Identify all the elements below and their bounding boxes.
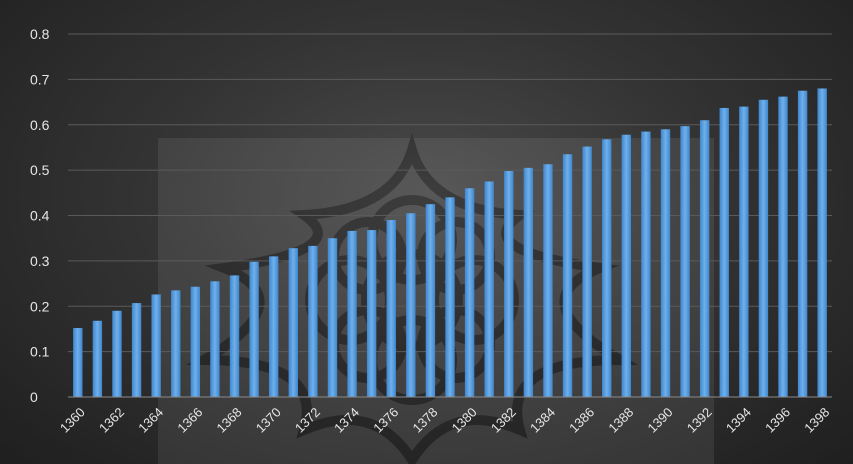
x-tick-label: 1362 (96, 405, 127, 436)
bar-1385 (562, 154, 573, 397)
bar-1393 (719, 107, 729, 398)
y-tick-label: 0.4 (30, 208, 50, 224)
y-tick-label: 0.5 (30, 162, 50, 178)
bar-1372 (308, 245, 318, 397)
y-tick-label: 0.6 (30, 117, 50, 133)
bar-1398 (817, 88, 827, 397)
bar-1373 (327, 238, 338, 397)
bar-1384 (543, 164, 553, 397)
x-tick-label: 1398 (801, 405, 832, 436)
bar-1371 (288, 248, 298, 397)
bar-1389 (641, 131, 651, 397)
bar-1364 (151, 294, 161, 397)
bar-1375 (366, 230, 377, 397)
bar-1396 (778, 96, 788, 398)
y-tick-label: 0.2 (30, 298, 50, 314)
x-tick-label: 1396 (762, 405, 793, 436)
bar-1395 (758, 99, 769, 397)
y-tick-label: 0.3 (30, 253, 50, 269)
bars (73, 88, 827, 398)
bar-1365 (171, 290, 181, 397)
bar-1367 (210, 281, 220, 397)
bar-1360 (73, 328, 83, 397)
bar-1366 (190, 286, 201, 397)
bar-1362 (112, 310, 122, 397)
y-axis-ticks: 0 0.1 0.2 0.3 0.4 0.5 0.6 0.7 0.8 (30, 26, 50, 405)
y-tick-label: 0.8 (30, 26, 50, 42)
bar-1380 (464, 188, 475, 397)
bar-1391 (680, 126, 690, 397)
bar-1363 (131, 303, 142, 397)
bar-1370 (268, 256, 279, 397)
bar-1394 (739, 106, 749, 397)
x-tick-label: 1394 (723, 405, 754, 436)
bar-1382 (504, 171, 514, 397)
bar-1361 (92, 320, 103, 397)
bar-1369 (249, 261, 259, 397)
bar-1387 (602, 139, 612, 397)
x-tick-label: 1360 (57, 405, 88, 436)
bar-1388 (621, 134, 632, 398)
y-tick-label: 0 (30, 389, 38, 405)
bar-1383 (523, 167, 534, 397)
bar-1377 (406, 213, 416, 397)
bar-1381 (484, 181, 494, 397)
bar-1386 (582, 146, 592, 397)
bar-1376 (386, 220, 396, 397)
bar-1390 (660, 129, 671, 397)
y-tick-label: 0.7 (30, 71, 50, 87)
bar-1374 (347, 230, 357, 397)
bar-1379 (445, 197, 455, 397)
bar-1397 (797, 90, 808, 397)
y-tick-label: 0.1 (30, 344, 50, 360)
bar-1368 (229, 275, 240, 397)
bar-1378 (425, 204, 436, 397)
bar-1392 (699, 120, 710, 398)
